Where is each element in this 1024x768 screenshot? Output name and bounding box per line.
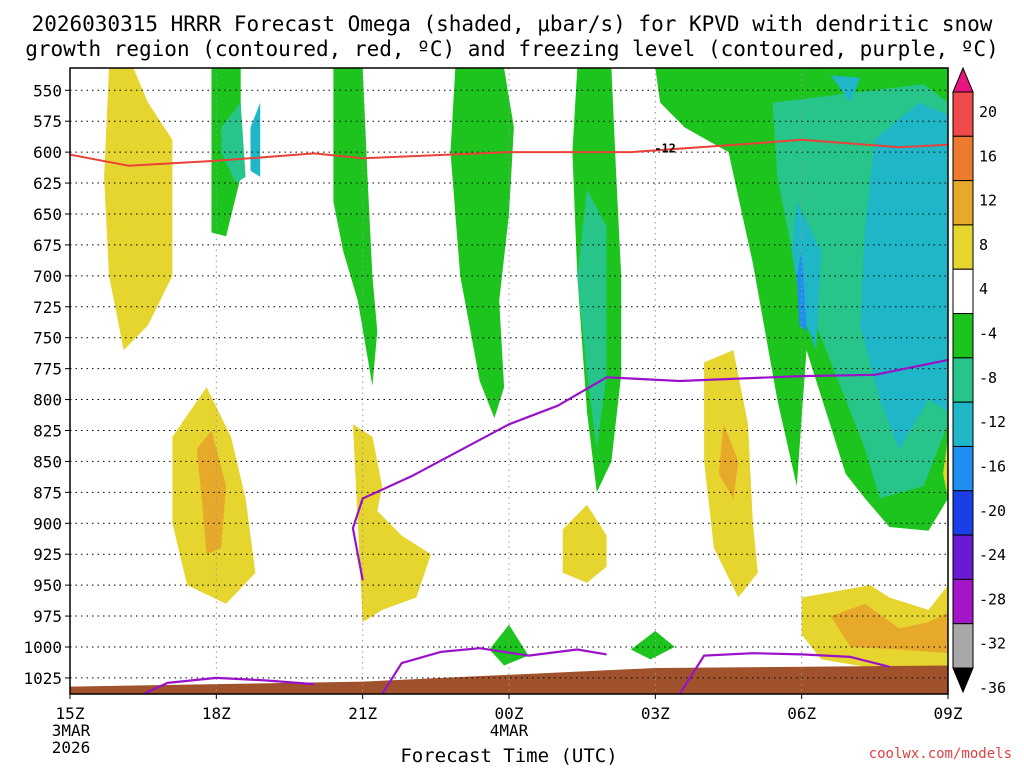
y-tick-label-575: 575: [33, 112, 62, 131]
colorbar-label-0: 20: [979, 103, 997, 121]
x-tick-label-15Z: 15Z: [56, 704, 85, 723]
x-date-label-0-1: 2026: [52, 738, 91, 757]
colorbar-top-arrow: [952, 66, 974, 93]
orange-region-1: [718, 424, 739, 499]
green-region-2: [450, 68, 514, 419]
y-axis: 550 575 600 625 650 675 700 725 750 775 800 825 850 8…: [23, 81, 70, 688]
y-tick-label-850: 850: [33, 452, 62, 471]
contours: -12: [70, 138, 948, 694]
y-tick-label-675: 675: [33, 236, 62, 255]
freezing-contour-right-line: [678, 652, 890, 694]
colorbar-bottom-arrow: [952, 667, 974, 694]
green-region-6: [630, 630, 675, 660]
colorbar-swatch-4: [952, 224, 974, 270]
colorbar-swatch-6: [952, 313, 974, 359]
x-axis-label: Forecast Time (UTC): [400, 745, 617, 767]
orange-region-2: [830, 603, 948, 654]
colorbar-swatch-9: [952, 445, 974, 492]
y-tick-label-600: 600: [33, 143, 62, 162]
y-tick-label-825: 825: [33, 421, 62, 440]
y-tick-label-800: 800: [33, 391, 62, 410]
colorbar-swatch-5: [952, 268, 974, 315]
colorbar-label-6: -8: [979, 369, 997, 387]
chart-title-line2: growth region (contoured, red, ºC) and f…: [25, 37, 999, 61]
x-tick-label-09Z: 09Z: [934, 704, 963, 723]
cyan-region-1: [830, 75, 861, 103]
colorbar-label-11: -28: [979, 590, 1006, 608]
colorbar-swatch-1: [952, 91, 974, 137]
colorbar-label-1: 16: [979, 147, 997, 165]
x-tick-label-06Z: 06Z: [787, 704, 816, 723]
y-tick-label-975: 975: [33, 607, 62, 626]
yellow-region-2: [352, 424, 431, 623]
y-tick-label-700: 700: [33, 267, 62, 286]
teal-region-0: [221, 102, 246, 184]
y-tick-label-725: 725: [33, 298, 62, 317]
colorbar-swatch-8: [952, 401, 974, 447]
colorbar-swatch-7: [952, 357, 974, 403]
freezing-contour-upper-line: [351, 358, 948, 581]
cyan-region-0: [250, 102, 261, 177]
y-tick-label-1025: 1025: [23, 669, 62, 688]
y-tick-label-550: 550: [33, 81, 62, 100]
freezing-contour-low-line: [142, 676, 314, 694]
colorbar-label-4: 4: [979, 280, 988, 298]
y-tick-label-650: 650: [33, 205, 62, 224]
blue-region-0: [796, 251, 807, 332]
colorbar-swatch-10: [952, 490, 974, 536]
yellow-region-3: [562, 504, 607, 583]
x-tick-label-03Z: 03Z: [641, 704, 670, 723]
x-tick-label-21Z: 21Z: [348, 704, 377, 723]
x-date-label-1-0: 4MAR: [490, 721, 529, 740]
dgz-contour-line: [70, 138, 948, 167]
x-date-label-0-0: 3MAR: [52, 721, 91, 740]
y-tick-label-900: 900: [33, 514, 62, 533]
colorbar-swatch-11: [952, 534, 974, 580]
colorbar-swatch-2: [952, 135, 974, 182]
green-region-1: [333, 68, 378, 386]
colorbar-label-13: -36: [979, 679, 1006, 697]
colorbar-label-2: 12: [979, 192, 997, 210]
chart-title-line1: 2026030315 HRRR Forecast Omega (shaded, …: [32, 12, 993, 36]
y-tick-label-750: 750: [33, 329, 62, 348]
colorbar-label-5: -4: [979, 325, 997, 343]
colorbar-label-3: 8: [979, 236, 988, 254]
colorbar-swatch-12: [952, 578, 974, 625]
colorbar: 20 16 12 8 4 -4 -8 -12 -16 -20 -24 -28 -32 -36: [952, 66, 1006, 697]
y-tick-label-875: 875: [33, 483, 62, 502]
green-region-5: [489, 624, 529, 666]
plot-area: -12: [69, 67, 949, 695]
cyan-region-3: [860, 102, 948, 449]
colorbar-swatch-3: [952, 180, 974, 226]
gridlines: [70, 68, 948, 694]
y-tick-label-775: 775: [33, 360, 62, 379]
dgz-contour-label: -12: [654, 141, 676, 155]
colorbar-label-9: -20: [979, 502, 1006, 520]
freezing-contour-line: [381, 647, 607, 694]
yellow-region-6: [943, 436, 948, 499]
colorbar-label-8: -16: [979, 457, 1006, 475]
cyan-region-2: [791, 201, 822, 351]
y-tick-label-625: 625: [33, 174, 62, 193]
y-tick-label-925: 925: [33, 545, 62, 564]
y-tick-label-1000: 1000: [23, 638, 62, 657]
colorbar-label-12: -32: [979, 635, 1006, 653]
y-tick-label-950: 950: [33, 576, 62, 595]
yellow-region-0: [104, 68, 173, 351]
colorbar-label-10: -24: [979, 546, 1006, 564]
colorbar-swatch-13: [952, 623, 974, 669]
credit-text: coolwx.com/models: [869, 746, 1012, 762]
x-tick-label-18Z: 18Z: [202, 704, 231, 723]
colorbar-label-7: -12: [979, 413, 1006, 431]
teal-region-1: [577, 189, 607, 449]
x-tick-label-00Z: 00Z: [495, 704, 524, 723]
